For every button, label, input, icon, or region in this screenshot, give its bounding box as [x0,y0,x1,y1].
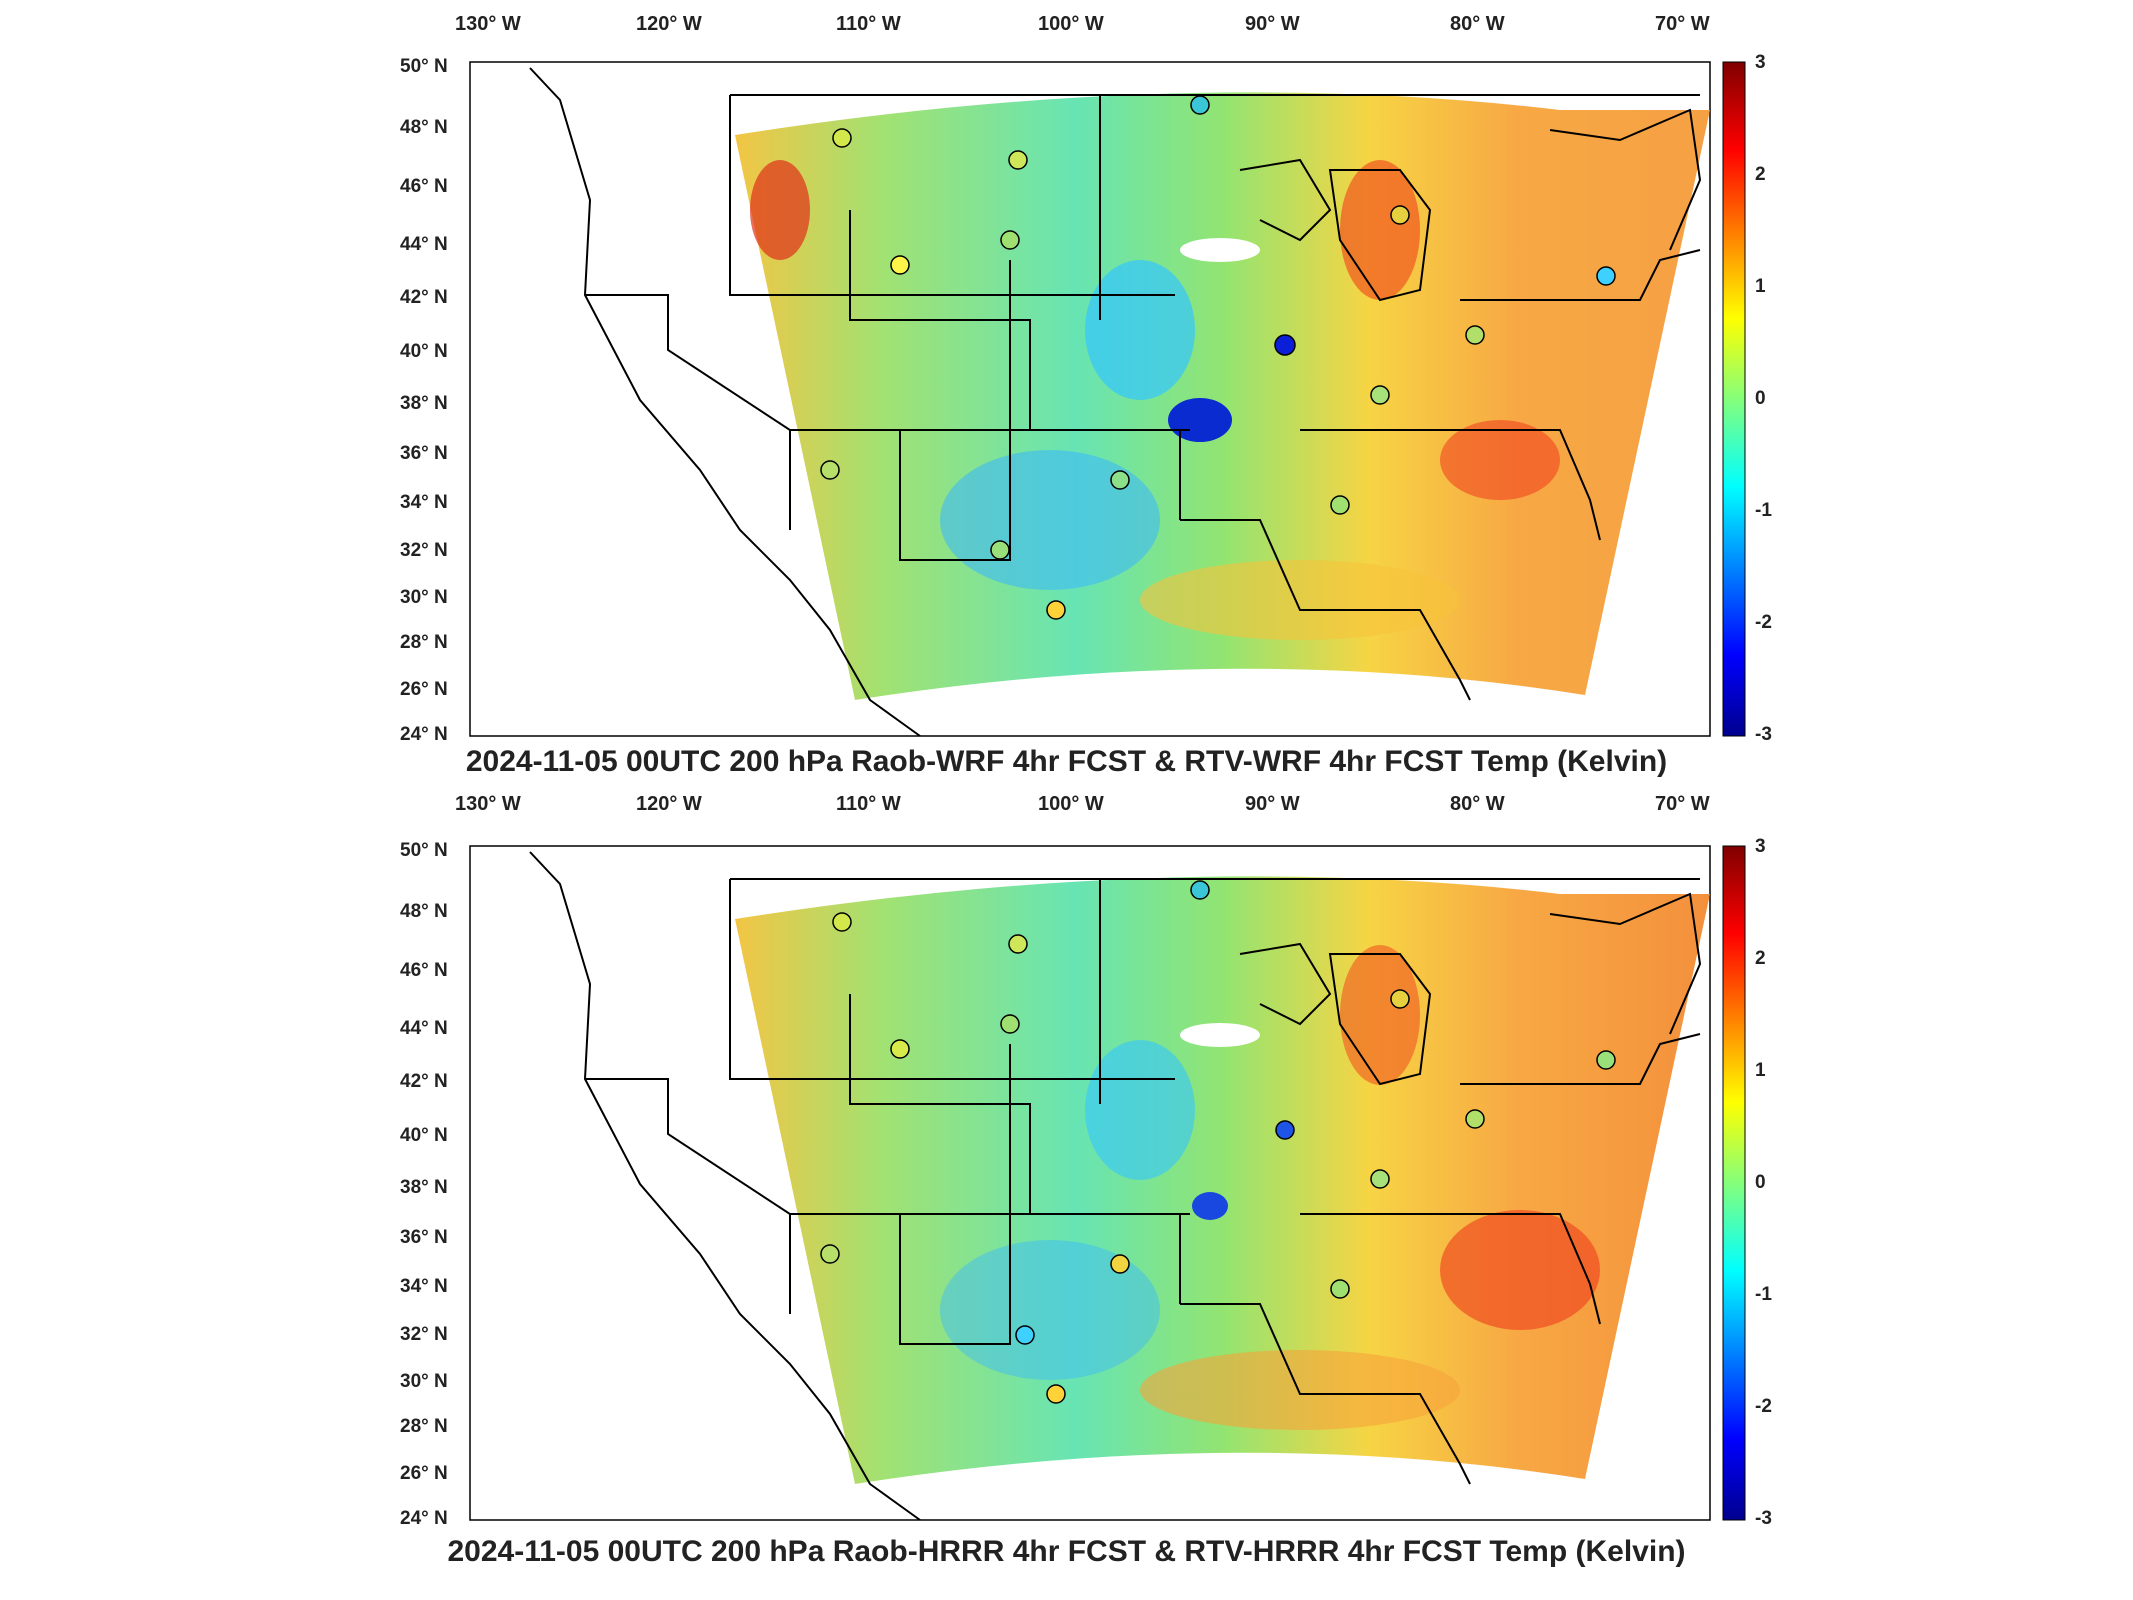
lat-tick: 26° N [400,679,448,700]
lon-axis: 130° W 120° W 110° W 100° W 90° W 80° W … [400,13,1772,745]
lon-tick: 70° W [1655,13,1710,35]
warm-anomaly-3 [750,160,810,260]
borders [529,851,1702,1521]
raob-stations [820,880,1616,1404]
lat-tick: 30° N [400,587,448,608]
lat-tick: 26° N [400,1463,448,1484]
lat-tick: 24° N [400,724,448,745]
lon-tick: 100° W [1038,13,1104,35]
lat-tick: 46° N [400,960,448,981]
colorbar [1722,61,1746,737]
lon-tick: 110° W [836,13,901,35]
colorbar-tick: 1 [1755,276,1766,297]
colorbar-tick: 2 [1755,164,1766,185]
map-panel-hrrr: 130° W 120° W 110° W 100° W 90° W 80° W … [0,790,2133,1590]
cold-anomaly [1192,1192,1228,1220]
lon-tick: 130° W [455,13,521,35]
lon-tick: 80° W [1450,793,1505,815]
lat-tick: 40° N [400,1125,448,1146]
colorbar-tick: -3 [1755,724,1772,745]
lat-tick: 28° N [400,1416,448,1437]
warm-anomaly-4 [1140,560,1460,640]
lat-tick: 36° N [400,1227,448,1248]
panel-title: 2024-11-05 00UTC 200 hPa Raob-HRRR 4hr F… [447,1535,1686,1568]
lat-tick: 44° N [400,234,448,255]
lon-tick: 80° W [1450,13,1505,35]
warm-anomaly-2 [1440,420,1560,500]
warm-anomaly-2 [1440,1210,1600,1330]
lat-tick: 32° N [400,1324,448,1345]
lat-tick: 38° N [400,1177,448,1198]
cool-anomaly [1085,1040,1195,1180]
lat-tick: 36° N [400,443,448,464]
lat-tick: 40° N [400,341,448,362]
missing-data [1180,1023,1260,1047]
map-figure-hrrr [469,845,1746,1521]
lat-tick: 42° N [400,287,448,308]
warm-anomaly-3 [1140,1350,1460,1430]
map-panel-wrf: 130° W 120° W 110° W 100° W 90° W 80° W … [400,13,1772,778]
colorbar-tick: 3 [1755,52,1766,73]
lon-axis: 130° W 120° W 110° W 100° W 90° W 80° W … [400,793,1772,1529]
lon-tick: 70° W [1655,793,1710,815]
warm-anomaly [1340,160,1420,300]
lon-tick: 90° W [1245,793,1300,815]
raob-stations [820,95,1616,620]
borders [529,67,1702,737]
colorbar-tick: 3 [1755,836,1766,857]
panel-title: 2024-11-05 00UTC 200 hPa Raob-WRF 4hr FC… [465,745,1668,778]
lat-tick: 30° N [400,1371,448,1392]
lon-tick: 130° W [455,793,521,815]
lon-tick: 90° W [1245,13,1300,35]
lon-tick: 120° W [636,13,702,35]
lon-tick: 120° W [636,793,702,815]
colorbar [1722,845,1746,1521]
lon-tick: 100° W [1038,793,1104,815]
lat-tick: 48° N [400,901,448,922]
lon-tick: 110° W [836,793,901,815]
colorbar-tick: 1 [1755,1060,1766,1081]
colorbar-tick: 0 [1755,1172,1766,1193]
lat-tick: 50° N [400,840,448,861]
warm-anomaly [1340,945,1420,1085]
colorbar-tick: 2 [1755,948,1766,969]
colorbar-tick: -2 [1755,612,1772,633]
map-figure-wrf [469,61,1746,737]
colorbar-tick: -1 [1755,500,1772,521]
colorbar-tick: -3 [1755,1508,1772,1529]
lat-tick: 44° N [400,1018,448,1039]
colorbar-tick: -2 [1755,1396,1772,1417]
lat-tick: 42° N [400,1071,448,1092]
lat-tick: 34° N [400,1276,448,1297]
lat-tick: 24° N [400,1508,448,1529]
temperature-field [735,876,1710,1484]
lat-tick: 46° N [400,176,448,197]
colorbar-tick: 0 [1755,388,1766,409]
lat-tick: 48° N [400,117,448,138]
lat-tick: 32° N [400,540,448,561]
lat-tick: 38° N [400,393,448,414]
colorbar-tick: -1 [1755,1284,1772,1305]
lat-tick: 34° N [400,492,448,513]
lat-tick: 50° N [400,56,448,77]
lat-tick: 28° N [400,632,448,653]
missing-data [1180,238,1260,262]
